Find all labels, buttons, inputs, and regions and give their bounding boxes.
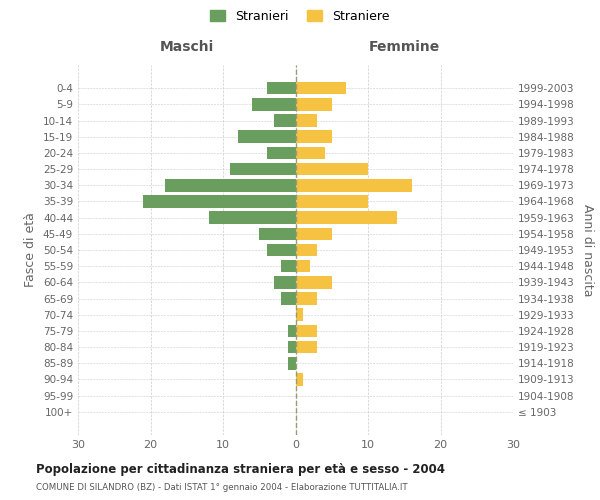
Bar xyxy=(296,163,368,175)
Bar xyxy=(296,341,317,353)
Bar xyxy=(296,276,332,288)
Bar xyxy=(296,114,317,127)
Bar xyxy=(296,260,310,272)
Text: Maschi: Maschi xyxy=(160,40,214,54)
Legend: Stranieri, Straniere: Stranieri, Straniere xyxy=(206,6,394,26)
Bar xyxy=(209,212,296,224)
Bar xyxy=(296,130,332,143)
Bar xyxy=(296,195,368,208)
Bar xyxy=(296,82,346,94)
Bar xyxy=(288,357,296,370)
Bar xyxy=(230,163,296,175)
Text: COMUNE DI SILANDRO (BZ) - Dati ISTAT 1° gennaio 2004 - Elaborazione TUTTITALIA.I: COMUNE DI SILANDRO (BZ) - Dati ISTAT 1° … xyxy=(36,484,407,492)
Bar xyxy=(296,308,303,321)
Bar xyxy=(296,292,317,305)
Bar xyxy=(296,324,317,337)
Bar xyxy=(296,244,317,256)
Y-axis label: Fasce di età: Fasce di età xyxy=(25,212,37,288)
Bar xyxy=(252,98,296,110)
Bar xyxy=(296,98,332,110)
Text: Femmine: Femmine xyxy=(368,40,440,54)
Bar xyxy=(288,324,296,337)
Bar xyxy=(266,146,296,159)
Text: Popolazione per cittadinanza straniera per età e sesso - 2004: Popolazione per cittadinanza straniera p… xyxy=(36,462,445,475)
Bar xyxy=(296,146,325,159)
Bar xyxy=(266,244,296,256)
Bar xyxy=(143,195,296,208)
Bar xyxy=(266,82,296,94)
Bar xyxy=(165,179,296,192)
Bar xyxy=(281,260,296,272)
Y-axis label: Anni di nascita: Anni di nascita xyxy=(581,204,594,296)
Bar xyxy=(274,114,296,127)
Bar xyxy=(259,228,296,240)
Bar xyxy=(238,130,296,143)
Bar xyxy=(281,292,296,305)
Bar xyxy=(296,228,332,240)
Bar xyxy=(274,276,296,288)
Bar xyxy=(296,373,303,386)
Bar xyxy=(296,212,397,224)
Bar xyxy=(288,341,296,353)
Bar xyxy=(296,179,412,192)
